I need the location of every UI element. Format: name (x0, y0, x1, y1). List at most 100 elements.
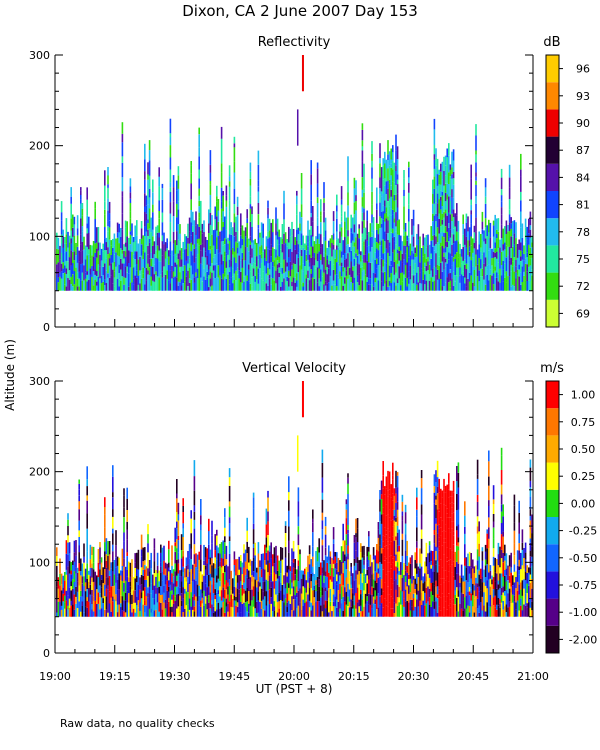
heatmap-cell (387, 496, 389, 508)
heatmap-cell (481, 229, 484, 234)
heatmap-cell (508, 566, 511, 576)
heatmap-cell (163, 545, 165, 561)
heatmap-cell (331, 270, 333, 286)
y-tick-label: 300 (29, 49, 50, 62)
heatmap-cell (395, 540, 397, 555)
heatmap-cell (246, 530, 248, 542)
heatmap-cell (209, 184, 212, 195)
heatmap-cell (224, 508, 226, 518)
heatmap-cell (131, 589, 133, 595)
heatmap-cell (97, 227, 100, 243)
heatmap-cell (451, 550, 453, 560)
heatmap-cell (145, 220, 148, 232)
heatmap-cell (356, 528, 359, 543)
heatmap-cell (307, 283, 309, 291)
heatmap-cell (494, 252, 496, 257)
heatmap-cell (515, 609, 517, 617)
heatmap-cell (384, 262, 386, 272)
heatmap-cell (497, 584, 500, 590)
heatmap-cell (110, 568, 112, 582)
heatmap-cell (328, 588, 330, 598)
heatmap-cell (104, 609, 106, 617)
heatmap-cell (520, 153, 522, 159)
heatmap-cell (102, 603, 104, 609)
heatmap-cell (284, 598, 287, 606)
heatmap-cell (324, 230, 327, 241)
heatmap-cell (67, 542, 69, 555)
heatmap-cell (526, 226, 528, 240)
heatmap-cell (379, 562, 381, 570)
heatmap-cell (372, 555, 375, 560)
heatmap-cell (358, 273, 360, 286)
heatmap-cell (513, 564, 516, 572)
heatmap-cell (126, 552, 128, 556)
heatmap-cell (504, 242, 506, 250)
heatmap-cell (147, 597, 149, 601)
heatmap-cell (452, 584, 455, 599)
heatmap-cell (454, 566, 456, 580)
heatmap-cell (320, 597, 322, 606)
heatmap-cell (86, 513, 88, 529)
heatmap-cell (387, 586, 389, 595)
heatmap-cell (152, 192, 154, 205)
heatmap-cell (460, 249, 463, 257)
heatmap-cell (424, 605, 426, 617)
heatmap-cell (83, 265, 85, 281)
colorbar-segment (546, 55, 559, 83)
heatmap-cell (174, 546, 176, 552)
heatmap-cell (462, 224, 464, 235)
heatmap-cell (115, 252, 117, 267)
heatmap-cell (249, 185, 252, 197)
heatmap-cell (388, 242, 391, 247)
heatmap-cell (132, 267, 135, 279)
heatmap-cell (272, 595, 274, 612)
heatmap-cell (448, 545, 450, 561)
heatmap-cell (299, 588, 301, 603)
heatmap-cell (120, 607, 122, 617)
heatmap-cell (504, 274, 506, 278)
heatmap-cell (224, 598, 226, 613)
heatmap-cell (403, 274, 405, 291)
heatmap-cell (272, 574, 274, 582)
heatmap-cell (84, 278, 87, 291)
heatmap-cell (256, 266, 258, 280)
heatmap-cell (56, 274, 58, 291)
heatmap-cell (404, 245, 407, 254)
heatmap-cell (345, 504, 348, 510)
heatmap-cell (467, 255, 469, 264)
heatmap-cell (510, 552, 512, 568)
heatmap-cell (443, 257, 445, 270)
heatmap-cell (510, 592, 512, 604)
heatmap-cell (380, 603, 383, 617)
heatmap-cell (505, 220, 508, 234)
heatmap-cell (206, 587, 208, 599)
heatmap-cell (441, 191, 444, 196)
heatmap-cell (388, 277, 391, 282)
heatmap-cell (387, 577, 389, 587)
heatmap-cell (379, 265, 381, 281)
heatmap-cell (336, 205, 338, 212)
heatmap-cell (100, 587, 103, 598)
heatmap-cell (99, 597, 101, 602)
heatmap-cell (446, 529, 448, 534)
heatmap-cell (60, 253, 63, 264)
heatmap-cell (275, 603, 277, 617)
heatmap-cell (288, 583, 290, 588)
heatmap-cell (430, 277, 432, 291)
heatmap-cell (515, 272, 517, 279)
heatmap-cell (216, 277, 218, 291)
heatmap-cell (456, 494, 458, 511)
heatmap-cell (257, 553, 260, 568)
heatmap-cell (81, 263, 84, 273)
heatmap-cell (361, 271, 364, 281)
heatmap-cell (310, 221, 312, 226)
heatmap-cell (91, 276, 93, 291)
heatmap-cell (224, 612, 226, 617)
heatmap-cell (209, 253, 212, 267)
heatmap-cell (233, 586, 236, 596)
heatmap-cell (475, 162, 477, 173)
heatmap-cell (236, 588, 239, 603)
heatmap-cell (225, 239, 228, 254)
heatmap-cell (347, 192, 349, 206)
heatmap-cell (404, 254, 407, 266)
